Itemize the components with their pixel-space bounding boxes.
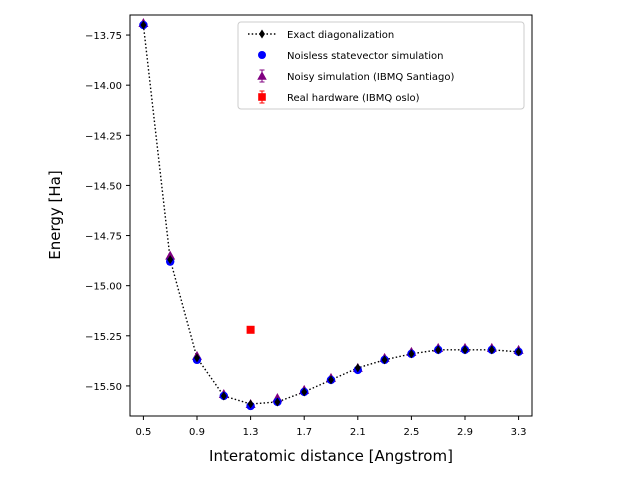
data-point-s0-14 bbox=[515, 347, 522, 357]
data-point-s0-13 bbox=[488, 345, 495, 355]
x-tick-label: 2.1 bbox=[350, 427, 366, 438]
x-tick-label: 0.9 bbox=[189, 427, 205, 438]
legend-marker-1 bbox=[258, 51, 266, 59]
data-point-s0-1 bbox=[167, 255, 174, 265]
x-tick-label: 1.3 bbox=[243, 427, 259, 438]
legend-label-2: Noisy simulation (IBMQ Santiago) bbox=[287, 72, 454, 83]
data-point-s0-8 bbox=[354, 363, 361, 373]
legend-label-3: Real hardware (IBMQ oslo) bbox=[287, 93, 420, 104]
data-point-s0-3 bbox=[220, 391, 227, 401]
y-tick-label: −14.25 bbox=[85, 131, 122, 142]
x-tick-label: 3.3 bbox=[511, 427, 527, 438]
legend-marker-0 bbox=[259, 29, 265, 39]
legend: Exact diagonalization Noisless statevecto… bbox=[237, 21, 525, 110]
y-tick-label: −14.50 bbox=[85, 181, 122, 192]
data-point-s0-11 bbox=[435, 345, 442, 355]
data-point-s0-6 bbox=[301, 387, 308, 397]
legend-marker-3 bbox=[258, 93, 266, 101]
data-point-s0-0 bbox=[140, 20, 147, 30]
data-point-s0-5 bbox=[274, 397, 281, 407]
x-tick-label: 0.5 bbox=[135, 427, 151, 438]
x-tick-label: 1.7 bbox=[296, 427, 312, 438]
legend-marker-2 bbox=[257, 71, 267, 80]
x-tick-label: 2.5 bbox=[403, 427, 419, 438]
y-tick-label: −15.00 bbox=[85, 282, 122, 293]
data-point-s0-4 bbox=[247, 399, 254, 409]
legend-box bbox=[237, 21, 525, 110]
x-axis-label: Interatomic distance [Angstrom] bbox=[209, 447, 453, 465]
data-point-s0-7 bbox=[328, 375, 334, 385]
y-tick-label: −14.00 bbox=[85, 81, 122, 92]
legend-label-1: Noisless statevector simulation bbox=[287, 51, 443, 62]
y-tick-label: −13.75 bbox=[85, 31, 122, 42]
data-point-s0-2 bbox=[194, 353, 200, 363]
y-tick-label: −14.75 bbox=[85, 232, 122, 243]
data-point-s0-9 bbox=[381, 355, 388, 365]
y-axis-label: Energy [Ha] bbox=[46, 170, 64, 259]
y-tick-label: −15.50 bbox=[85, 382, 122, 393]
x-tick-label: 2.9 bbox=[457, 427, 473, 438]
plot-area bbox=[138, 18, 524, 411]
data-point-s2-1 bbox=[165, 250, 176, 260]
y-tick-label: −15.25 bbox=[85, 332, 122, 343]
axes: 0.5 0.9 1.3 1.7 2.1 2.5 2.9 3.3 −13.75 −14.00 −14.… bbox=[85, 14, 533, 438]
axes-frame bbox=[129, 14, 533, 417]
legend-label-0: Exact diagonalization bbox=[287, 30, 394, 41]
data-point-s0-10 bbox=[408, 349, 415, 359]
data-point-s3-0 bbox=[246, 325, 255, 334]
data-point-s0-12 bbox=[462, 345, 468, 355]
